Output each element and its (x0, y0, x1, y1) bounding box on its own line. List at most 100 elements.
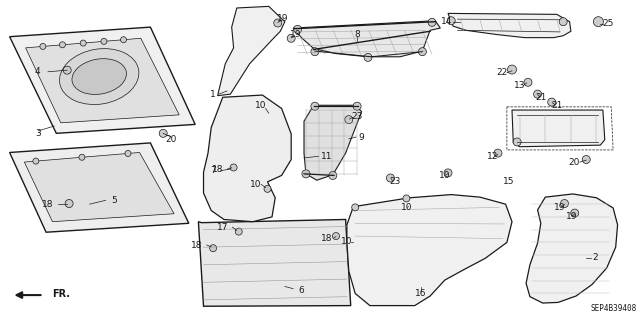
Ellipse shape (72, 59, 127, 94)
Polygon shape (26, 38, 179, 123)
Text: 1: 1 (210, 90, 215, 99)
Circle shape (264, 185, 271, 192)
Circle shape (593, 17, 604, 27)
Ellipse shape (60, 48, 139, 105)
Circle shape (287, 34, 295, 42)
Circle shape (101, 38, 107, 44)
Circle shape (534, 90, 541, 98)
Polygon shape (293, 21, 440, 57)
Polygon shape (512, 110, 605, 147)
Circle shape (345, 115, 353, 124)
Polygon shape (10, 143, 189, 232)
Circle shape (311, 102, 319, 110)
Text: 19: 19 (290, 30, 301, 39)
Polygon shape (526, 194, 618, 303)
Text: 8: 8 (355, 30, 360, 39)
Text: 7: 7 (211, 166, 216, 175)
Circle shape (120, 37, 127, 43)
Text: 23: 23 (351, 112, 363, 121)
Circle shape (60, 42, 65, 48)
Polygon shape (347, 195, 512, 306)
Polygon shape (204, 95, 291, 222)
Circle shape (419, 48, 426, 56)
Circle shape (125, 151, 131, 156)
Circle shape (404, 202, 412, 210)
Text: 14: 14 (441, 17, 452, 26)
Text: 9: 9 (359, 133, 364, 142)
Circle shape (33, 158, 39, 164)
Circle shape (571, 209, 579, 217)
Circle shape (230, 164, 237, 171)
Circle shape (524, 78, 532, 86)
Text: FR.: FR. (52, 289, 70, 299)
Circle shape (274, 19, 282, 27)
Circle shape (387, 174, 394, 182)
Text: 10: 10 (401, 204, 412, 212)
Circle shape (559, 18, 567, 26)
Circle shape (333, 233, 339, 240)
Text: 19: 19 (566, 212, 577, 221)
Text: 2: 2 (593, 253, 598, 262)
Polygon shape (304, 105, 362, 180)
Text: 3: 3 (36, 129, 41, 138)
Text: 6: 6 (298, 286, 303, 295)
Text: 4: 4 (35, 67, 40, 76)
Text: 20: 20 (568, 158, 580, 167)
Text: 10: 10 (250, 180, 262, 189)
Circle shape (582, 155, 590, 164)
Circle shape (364, 53, 372, 62)
Circle shape (329, 171, 337, 180)
Circle shape (447, 17, 455, 25)
Circle shape (267, 111, 273, 118)
Circle shape (444, 169, 452, 177)
Circle shape (561, 199, 568, 208)
Circle shape (63, 66, 71, 74)
Circle shape (65, 199, 73, 208)
Text: 10: 10 (439, 171, 451, 180)
Text: SEP4B39408: SEP4B39408 (591, 304, 637, 313)
Circle shape (548, 98, 556, 106)
Circle shape (508, 65, 516, 74)
Circle shape (159, 129, 167, 137)
Text: 18: 18 (191, 241, 203, 250)
Circle shape (353, 102, 361, 110)
Circle shape (40, 43, 46, 49)
Text: 12: 12 (487, 152, 499, 161)
Circle shape (294, 25, 301, 33)
Circle shape (494, 149, 502, 157)
Text: 10: 10 (255, 101, 267, 110)
Text: 20: 20 (166, 135, 177, 144)
Text: 19: 19 (554, 203, 566, 212)
Text: 19: 19 (276, 14, 288, 23)
Circle shape (513, 138, 521, 146)
Circle shape (236, 228, 242, 235)
Text: 13: 13 (514, 81, 525, 90)
Polygon shape (448, 13, 571, 38)
Polygon shape (218, 6, 285, 96)
Circle shape (302, 170, 310, 178)
Circle shape (352, 204, 358, 211)
Text: 18: 18 (42, 200, 54, 209)
Polygon shape (10, 27, 195, 133)
Text: 15: 15 (503, 177, 515, 186)
Text: 21: 21 (551, 101, 563, 110)
Text: 18: 18 (212, 165, 223, 174)
Text: 5: 5 (111, 196, 116, 205)
Polygon shape (198, 219, 351, 306)
Circle shape (80, 40, 86, 46)
Text: 10: 10 (341, 237, 353, 246)
Circle shape (210, 245, 216, 252)
Text: 18: 18 (321, 234, 332, 243)
Text: 23: 23 (389, 177, 401, 186)
Text: 21: 21 (535, 93, 547, 102)
Circle shape (403, 195, 410, 202)
Text: 16: 16 (415, 289, 427, 298)
Polygon shape (24, 152, 174, 222)
Text: 17: 17 (217, 223, 228, 232)
Circle shape (311, 48, 319, 56)
Circle shape (428, 18, 436, 26)
Circle shape (349, 238, 357, 246)
Text: 11: 11 (321, 152, 332, 161)
Text: 22: 22 (497, 68, 508, 77)
Text: 25: 25 (602, 19, 614, 28)
